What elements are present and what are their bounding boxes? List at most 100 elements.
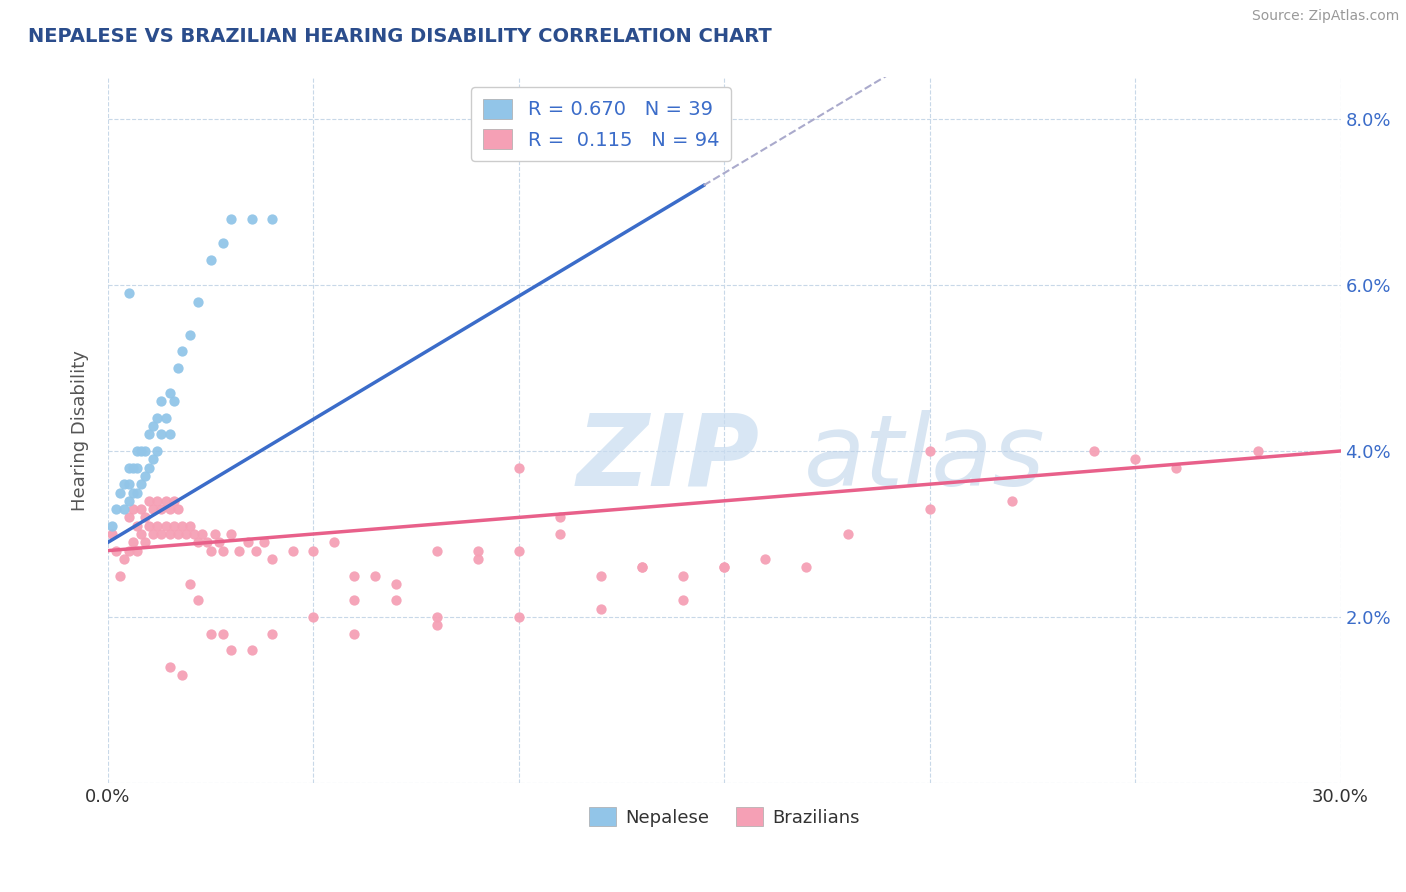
Point [129,502,152,516]
Point [212,543,235,558]
Point [508,460,530,475]
Point [302,543,325,558]
Point [134,510,156,524]
Text: Source: ZipAtlas.com: Source: ZipAtlas.com [1251,9,1399,23]
Point [212,626,235,640]
Point [129,444,152,458]
Point [117,493,139,508]
Point [150,527,173,541]
Point [631,560,654,574]
Point [187,294,209,309]
Point [125,518,148,533]
Point [146,444,169,458]
Point [918,502,941,516]
Point [112,477,135,491]
Point [150,394,173,409]
Point [117,510,139,524]
Point [426,618,449,632]
Point [170,518,193,533]
Point [146,493,169,508]
Point [253,535,276,549]
Point [117,460,139,475]
Point [467,543,489,558]
Point [212,236,235,251]
Point [219,527,242,541]
Text: NEPALESE VS BRAZILIAN HEARING DISABILITY CORRELATION CHART: NEPALESE VS BRAZILIAN HEARING DISABILITY… [28,27,772,45]
Point [343,626,366,640]
Point [117,543,139,558]
Point [146,518,169,533]
Point [110,568,132,582]
Point [467,552,489,566]
Point [163,493,186,508]
Point [105,543,128,558]
Point [240,643,263,657]
Point [364,568,387,582]
Point [112,552,135,566]
Point [117,286,139,301]
Point [163,394,186,409]
Point [713,560,735,574]
Point [125,543,148,558]
Point [112,502,135,516]
Point [228,543,250,558]
Point [236,535,259,549]
Point [262,211,284,226]
Point [159,427,181,442]
Point [240,211,263,226]
Point [918,444,941,458]
Point [219,211,242,226]
Point [281,543,304,558]
Text: ZIP: ZIP [576,410,759,507]
Point [384,593,406,607]
Point [134,469,156,483]
Point [191,527,214,541]
Point [101,518,124,533]
Point [343,568,366,582]
Point [384,577,406,591]
Point [142,452,165,467]
Point [1001,493,1024,508]
Point [110,485,132,500]
Point [187,535,209,549]
Point [508,543,530,558]
Point [166,361,188,376]
Point [589,601,612,615]
Point [754,552,776,566]
Point [426,610,449,624]
Point [155,493,177,508]
Point [796,560,818,574]
Point [121,502,143,516]
Point [146,410,169,425]
Point [150,427,173,442]
Point [105,502,128,516]
Point [187,593,209,607]
Point [208,535,231,549]
Point [302,610,325,624]
Point [125,460,148,475]
Point [1083,444,1105,458]
Point [117,477,139,491]
Point [170,668,193,682]
Point [200,626,222,640]
Point [200,253,222,268]
Point [129,527,152,541]
Point [262,626,284,640]
Point [508,610,530,624]
Point [142,419,165,434]
Point [174,527,197,541]
Point [837,527,859,541]
Point [142,502,165,516]
Point [155,518,177,533]
Point [170,344,193,359]
Point [138,460,160,475]
Point [245,543,267,558]
Point [121,460,143,475]
Point [219,643,242,657]
Point [548,510,571,524]
Point [1247,444,1270,458]
Point [138,518,160,533]
Point [713,560,735,574]
Text: atlas: atlas [804,410,1046,507]
Legend: Nepalese, Brazilians: Nepalese, Brazilians [582,800,868,834]
